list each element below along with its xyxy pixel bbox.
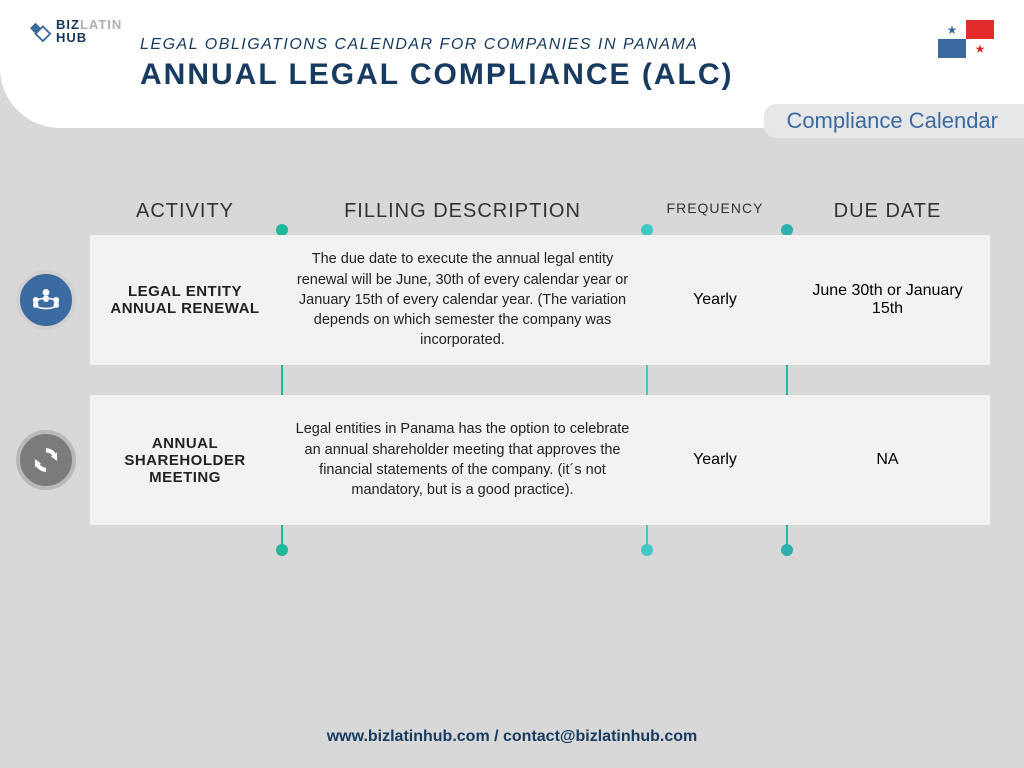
cell-description: The due date to execute the annual legal…: [280, 249, 645, 350]
col-header-frequency: FREQUENCY: [645, 200, 785, 223]
table-row: LEGAL ENTITY ANNUAL RENEWAL The due date…: [90, 235, 990, 365]
col-header-activity: ACTIVITY: [90, 200, 280, 223]
panama-flag-icon: ★ ★: [938, 20, 994, 58]
table-header: ACTIVITY FILLING DESCRIPTION FREQUENCY D…: [90, 200, 990, 223]
cell-frequency: Yearly: [645, 291, 785, 309]
footer-contact: www.bizlatinhub.com / contact@bizlatinhu…: [0, 728, 1024, 746]
cell-due: NA: [785, 451, 990, 469]
cell-activity: LEGAL ENTITY ANNUAL RENEWAL: [90, 283, 280, 317]
meeting-icon: [16, 270, 76, 330]
page-title: ANNUAL LEGAL COMPLIANCE (ALC): [140, 58, 734, 92]
cell-due: June 30th or January 15th: [785, 282, 990, 318]
col-header-description: FILLING DESCRIPTION: [280, 200, 645, 223]
cell-frequency: Yearly: [645, 451, 785, 469]
table-row: ANNUAL SHAREHOLDER MEETING Legal entitie…: [90, 395, 990, 525]
compliance-table: ACTIVITY FILLING DESCRIPTION FREQUENCY D…: [90, 200, 990, 525]
logo-mark-icon: [30, 20, 52, 42]
flag-star-blue: ★: [947, 23, 958, 35]
col-header-due: DUE DATE: [785, 200, 990, 223]
cell-activity: ANNUAL SHAREHOLDER MEETING: [90, 435, 280, 486]
page-subtitle: LEGAL OBLIGATIONS CALENDAR FOR COMPANIES…: [140, 36, 698, 54]
cycle-icon: [16, 430, 76, 490]
category-pill: Compliance Calendar: [764, 104, 1024, 138]
logo-hub: HUB: [56, 30, 87, 45]
brand-logo: BIZLATIN HUB: [30, 18, 122, 44]
logo-text: BIZLATIN HUB: [56, 18, 122, 44]
flag-star-red: ★: [975, 42, 986, 54]
cell-description: Legal entities in Panama has the option …: [280, 419, 645, 500]
